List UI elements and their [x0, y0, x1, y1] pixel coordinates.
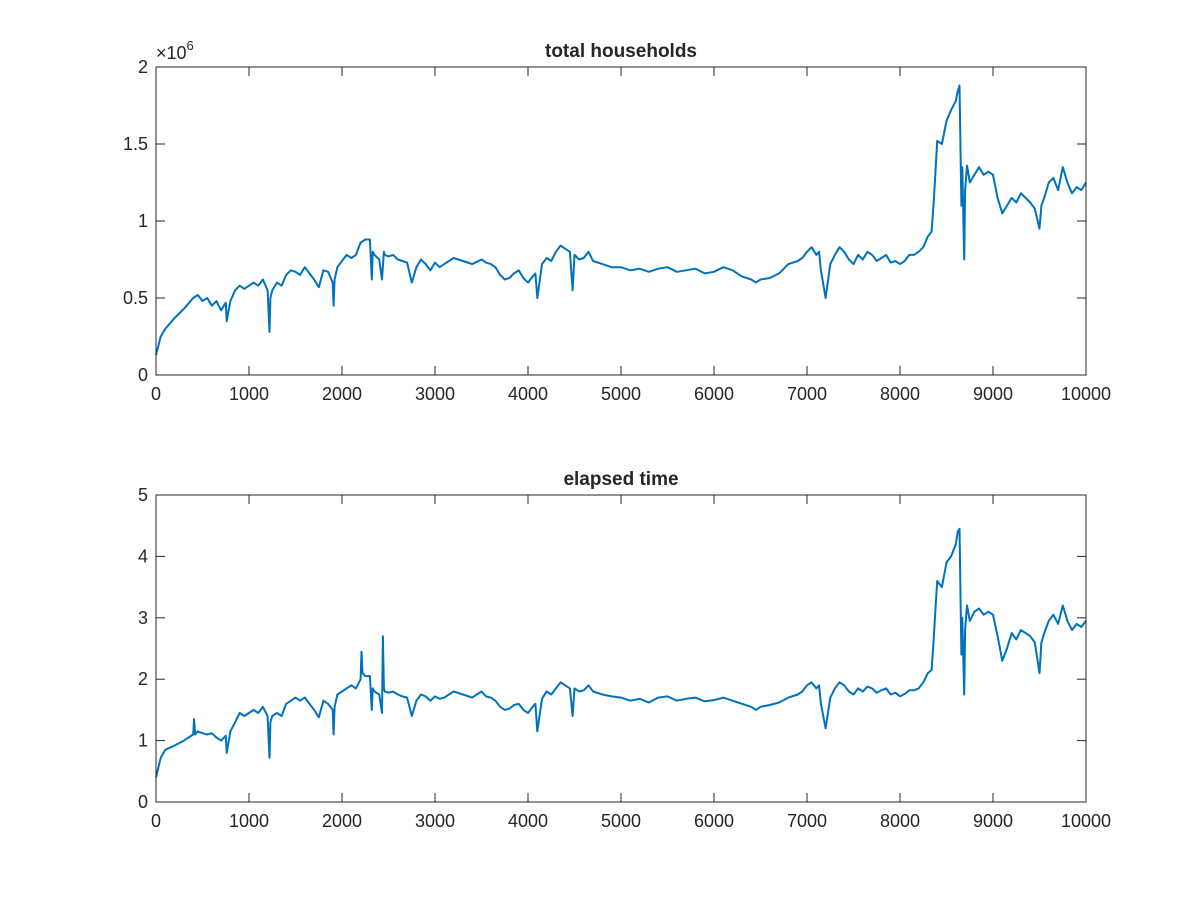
series-line: [155, 527, 1087, 778]
x-tick-label: 7000: [787, 384, 827, 404]
y-tick-label: 1: [138, 211, 148, 231]
x-tick-label: 4000: [508, 811, 548, 831]
x-tick-label: 2000: [322, 811, 362, 831]
x-tick-label: 5000: [601, 811, 641, 831]
chart-title: total households: [545, 41, 697, 62]
y-tick-label: 1: [138, 731, 148, 751]
x-tick-label: 5000: [601, 384, 641, 404]
x-tick-label: 6000: [694, 811, 734, 831]
x-tick-label: 0: [151, 811, 161, 831]
x-tick-label: 7000: [787, 811, 827, 831]
y-tick-label: 2: [138, 57, 148, 77]
y-tick-label: 0.5: [123, 288, 148, 308]
y-tick-label: 0: [138, 365, 148, 385]
x-tick-label: 10000: [1061, 384, 1111, 404]
y-exponent-label: ×106: [156, 38, 194, 63]
x-tick-label: 8000: [880, 384, 920, 404]
chart-elapsed-time: elapsed time 0 1000 2000 3000 4000 5000 6000 70…: [138, 469, 1111, 831]
x-tick-label: 4000: [508, 384, 548, 404]
x-tick-label: 2000: [322, 384, 362, 404]
y-tick-label: 1.5: [123, 134, 148, 154]
x-tick-label: 9000: [973, 384, 1013, 404]
chart-title: elapsed time: [563, 469, 678, 490]
y-tick-label: 0: [138, 792, 148, 812]
x-tick-label: 3000: [415, 384, 455, 404]
y-tick-label: 5: [138, 485, 148, 505]
x-tick-label: 10000: [1061, 811, 1111, 831]
x-tick-label: 9000: [973, 811, 1013, 831]
y-tick-label: 2: [138, 669, 148, 689]
x-tick-label: 1000: [229, 384, 269, 404]
series-line: [155, 84, 1087, 356]
chart-total-households: total households ×106 0 1000 2000 3000 4000 5…: [123, 38, 1111, 404]
x-tick-label: 3000: [415, 811, 455, 831]
x-tick-label: 6000: [694, 384, 734, 404]
x-tick-label: 0: [151, 384, 161, 404]
x-tick-label: 8000: [880, 811, 920, 831]
x-tick-label: 1000: [229, 811, 269, 831]
y-tick-label: 4: [138, 546, 148, 566]
y-tick-label: 3: [138, 608, 148, 628]
